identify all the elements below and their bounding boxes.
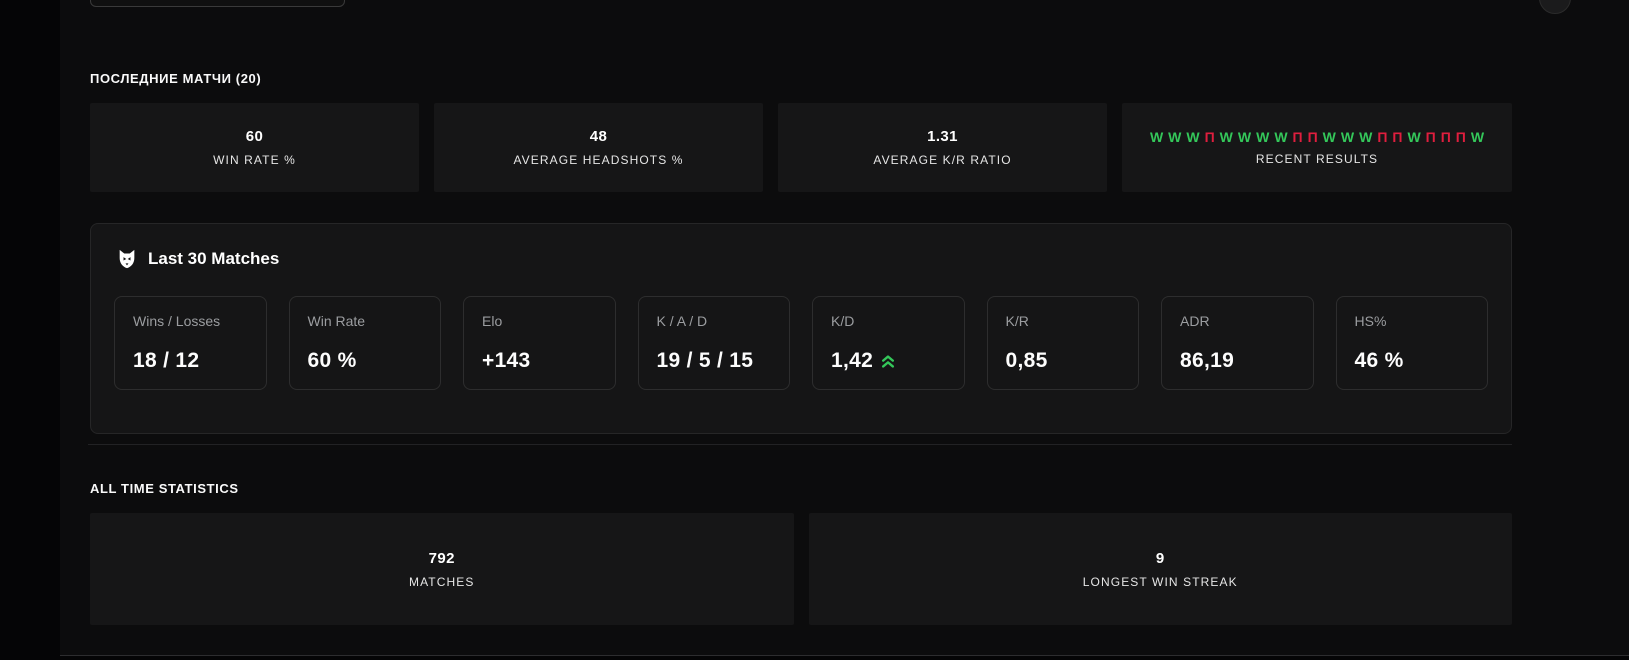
match-result-letter: П (1204, 128, 1215, 145)
all-time-card-label: LONGEST WIN STREAK (1082, 574, 1238, 589)
summary-stat-card: 48 AVERAGE HEADSHOTS % (434, 103, 763, 192)
recent-summary-cards-row: 60 WIN RATE % 48 AVERAGE HEADSHOTS % 1.3… (90, 103, 1512, 192)
last-30-matches-title: Last 30 Matches (148, 249, 280, 268)
stat-box-label: K/D (831, 313, 855, 329)
match-result-letter: П (1392, 128, 1403, 145)
last-30-matches-panel: Last 30 Matches Wins / Losses 18 / 12 Wi… (90, 223, 1512, 434)
stat-box-label: Wins / Losses (133, 313, 221, 329)
stat-box-label: HS% (1354, 313, 1387, 329)
stat-box-label: Win Rate (307, 313, 366, 329)
last-30-matches-header: Last 30 Matches (116, 248, 279, 270)
match-result-letter: П (1307, 128, 1318, 145)
trend-up-icon (881, 354, 895, 369)
stat-box-value: 18 / 12 (133, 349, 200, 372)
summary-card-value: 1.31 (927, 128, 958, 145)
stat-box: K/D 1,42 (812, 296, 965, 390)
stat-box: HS% 46 % (1335, 296, 1488, 390)
all-time-statistics-title: ALL TIME STATISTICS (90, 481, 239, 496)
stat-box-value: 0,85 (1005, 349, 1048, 372)
all-time-stat-card: 9 LONGEST WIN STREAK (808, 513, 1512, 625)
stat-box-value: +143 (482, 349, 531, 372)
footer-strip (60, 655, 1629, 660)
recent-results-letters: W W W П W W W W П П W W W П П W П П П W (1150, 130, 1484, 144)
stat-box: ADR 86,19 (1161, 296, 1314, 390)
stat-box: K/R 0,85 (986, 296, 1139, 390)
recent-results-label: RECENT RESULTS (1255, 151, 1379, 166)
summary-card-label: WIN RATE % (213, 153, 296, 167)
match-result-letter: W (1256, 128, 1270, 145)
stat-box-value: 46 % (1354, 349, 1404, 372)
match-result-letter: W (1407, 128, 1421, 145)
match-result-letter: W (1340, 128, 1355, 145)
summary-stat-card: 60 WIN RATE % (90, 103, 419, 192)
all-time-stat-card: 792 MATCHES (90, 513, 794, 625)
match-result-letter: W (1470, 128, 1485, 145)
top-filter-select-cutoff[interactable] (90, 0, 345, 7)
match-result-letter: П (1455, 128, 1466, 145)
match-result-letter: W (1186, 128, 1200, 145)
match-result-letter: W (1219, 128, 1233, 145)
match-result-letter: W (1168, 128, 1182, 145)
summary-card-value: 60 (245, 128, 264, 145)
stat-box-label: K / A / D (656, 313, 708, 329)
match-result-letter: П (1292, 128, 1303, 145)
section-divider (88, 444, 1512, 445)
stat-box-label: ADR (1180, 313, 1210, 329)
stat-box-label: Elo (482, 313, 503, 329)
summary-card-label: AVERAGE K/R RATIO (873, 153, 1012, 167)
stat-box-value: 60 % (307, 349, 357, 372)
stat-box-label: K/R (1005, 313, 1029, 329)
recent-matches-section-title: ПОСЛЕДНИЕ МАТЧИ (20) (90, 71, 262, 86)
summary-card-value: 48 (589, 128, 608, 145)
match-result-letter: W (1274, 128, 1288, 145)
match-result-letter: П (1440, 128, 1451, 145)
match-result-letter: W (1359, 128, 1373, 145)
stat-box-value: 19 / 5 / 15 (656, 349, 754, 372)
match-result-letter: П (1425, 128, 1436, 145)
all-time-cards-row: 792 MATCHES 9 LONGEST WIN STREAK (90, 513, 1512, 625)
stat-box: Elo +143 (463, 296, 616, 390)
match-result-letter: W (1322, 128, 1336, 145)
stat-box-value: 1,42 (831, 349, 874, 372)
summary-card-label: AVERAGE HEADSHOTS % (513, 153, 684, 167)
match-result-letter: W (1149, 128, 1164, 145)
all-time-card-value: 9 (1155, 549, 1165, 567)
all-time-card-label: MATCHES (409, 574, 475, 589)
match-result-letter: W (1237, 128, 1252, 145)
stat-box: Win Rate 60 % (288, 296, 441, 390)
recent-results-card: W W W П W W W W П П W W W П П W П П П W … (1122, 103, 1512, 192)
last-30-stats-row: Wins / Losses 18 / 12 Win Rate 60 % El (91, 296, 1511, 390)
stat-box-value: 86,19 (1180, 349, 1235, 372)
all-time-card-value: 792 (428, 549, 455, 567)
fox-logo-icon (119, 249, 135, 269)
stat-box: Wins / Losses 18 / 12 (114, 296, 267, 390)
match-result-letter: П (1377, 128, 1388, 145)
summary-stat-card: 1.31 AVERAGE K/R RATIO (778, 103, 1107, 192)
stat-box: K / A / D 19 / 5 / 15 (637, 296, 790, 390)
